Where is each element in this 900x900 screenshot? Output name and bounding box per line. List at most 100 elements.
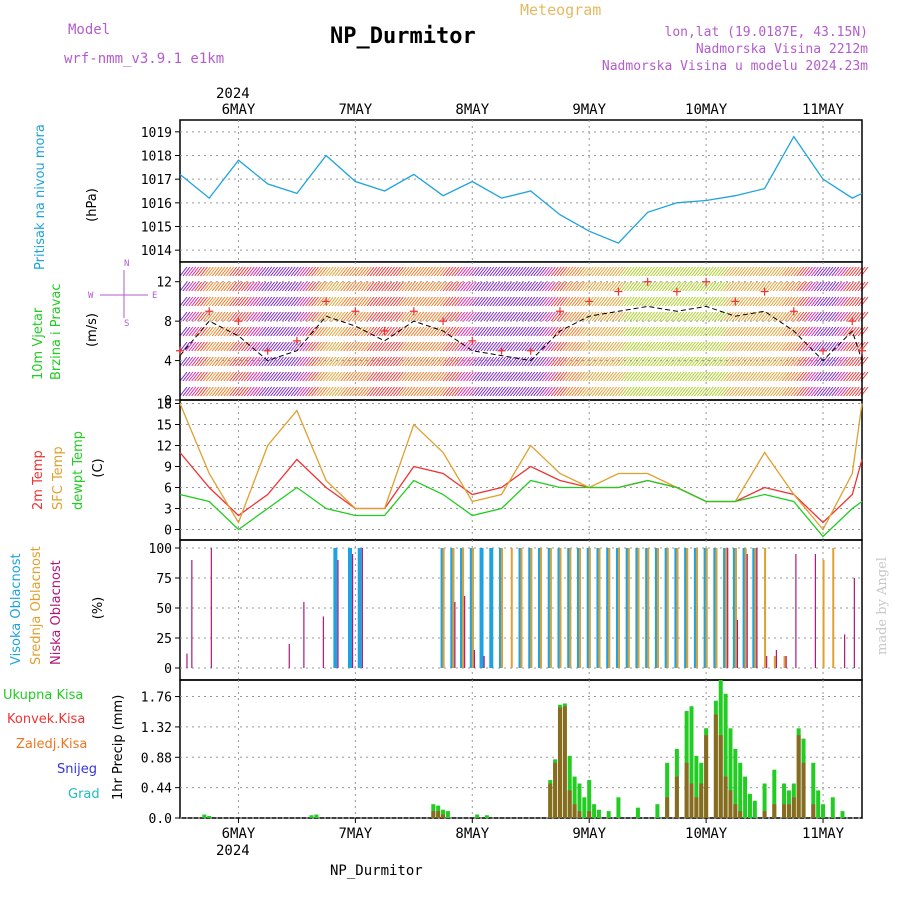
wind-barb bbox=[591, 311, 600, 322]
wind-barb bbox=[787, 281, 796, 292]
wind-barb bbox=[542, 311, 550, 322]
wind-barb bbox=[714, 281, 723, 292]
wind-barb bbox=[767, 281, 775, 292]
wind-barb bbox=[302, 296, 311, 307]
wind-barb bbox=[468, 281, 477, 292]
wind-barb bbox=[743, 311, 752, 322]
wind-barb bbox=[808, 341, 816, 352]
wind-barb bbox=[235, 356, 243, 367]
wind-barb bbox=[252, 311, 261, 322]
wind-barb bbox=[486, 371, 495, 382]
wind-barb bbox=[238, 356, 246, 367]
wind-barb bbox=[501, 386, 509, 397]
wind-barb bbox=[764, 371, 772, 382]
wind-barb bbox=[515, 341, 524, 352]
temp-ytick-label: 18 bbox=[156, 398, 172, 413]
wind-barb bbox=[296, 266, 305, 277]
wind-barb bbox=[316, 296, 325, 307]
wind-barb bbox=[337, 281, 346, 292]
wind-barb bbox=[454, 296, 463, 307]
wind-barb bbox=[281, 281, 290, 292]
wind-barb bbox=[232, 281, 241, 292]
wind-barb bbox=[562, 281, 571, 292]
precip-bar-convective bbox=[713, 714, 718, 818]
wind-barb bbox=[220, 281, 229, 292]
cloud-ytick-label: 50 bbox=[156, 602, 172, 617]
wind-barb bbox=[284, 296, 293, 307]
wind-barb bbox=[761, 281, 770, 292]
wind-barb bbox=[238, 296, 246, 307]
wind-barb bbox=[258, 296, 267, 307]
wind-barb bbox=[436, 386, 445, 397]
wind-barb bbox=[813, 341, 822, 352]
wind-barb bbox=[208, 371, 217, 382]
wind-barb bbox=[694, 341, 702, 352]
wind-barb bbox=[591, 371, 600, 382]
wind-barb bbox=[696, 341, 705, 352]
wind-barb bbox=[474, 326, 483, 337]
wind-barb bbox=[746, 326, 755, 337]
wind-barb bbox=[778, 266, 787, 277]
wind-barb bbox=[205, 266, 214, 277]
wind-barb bbox=[644, 296, 653, 307]
wind-barb bbox=[185, 356, 194, 367]
wind-barb bbox=[591, 296, 600, 307]
wind-barb bbox=[705, 296, 714, 307]
wind-barb bbox=[220, 296, 229, 307]
wind-barb bbox=[726, 356, 734, 367]
wind-barb bbox=[638, 266, 647, 277]
wind-barb bbox=[720, 281, 729, 292]
cloud-bar-low bbox=[785, 656, 787, 668]
wind-barb bbox=[460, 326, 468, 337]
wind-barb bbox=[641, 341, 650, 352]
wind-barb bbox=[685, 326, 694, 337]
wind-barb bbox=[629, 311, 638, 322]
wind-barb bbox=[261, 371, 270, 382]
cloud-bar-mid bbox=[617, 548, 620, 668]
wind-barb bbox=[293, 311, 302, 322]
wind-barb bbox=[357, 281, 366, 292]
wind-barb bbox=[749, 326, 758, 337]
wind-barb bbox=[708, 386, 717, 397]
wind-barb bbox=[620, 266, 629, 277]
wind-barb bbox=[340, 296, 349, 307]
wind-barb bbox=[819, 311, 828, 322]
wind-barb bbox=[702, 371, 711, 382]
wind-barb bbox=[851, 341, 860, 352]
wind-barb bbox=[834, 281, 843, 292]
bottom-year-label: 2024 bbox=[216, 843, 250, 859]
wind-barb bbox=[255, 266, 264, 277]
pressure-line bbox=[179, 135, 863, 244]
wind-barb bbox=[471, 266, 480, 277]
wind-barb bbox=[822, 281, 831, 292]
wind-barb bbox=[384, 371, 392, 382]
wind-barb bbox=[492, 386, 501, 397]
wind-barb bbox=[588, 386, 597, 397]
wind-barb bbox=[615, 266, 623, 277]
wind-barb bbox=[276, 311, 284, 322]
wind-barb bbox=[454, 356, 463, 367]
wind-barb bbox=[542, 386, 550, 397]
wind-barb bbox=[363, 296, 372, 307]
wind-barb bbox=[550, 371, 559, 382]
coords-label: lon,lat (19.0187E, 43.15N) bbox=[665, 25, 869, 40]
wind-barb bbox=[191, 341, 200, 352]
wind-barb bbox=[848, 311, 857, 322]
wind-barb bbox=[501, 311, 509, 322]
wind-barb bbox=[729, 266, 737, 277]
wind-barb bbox=[840, 371, 848, 382]
wind-barb bbox=[521, 296, 530, 307]
wind-barb bbox=[314, 341, 322, 352]
wind-barb bbox=[846, 356, 854, 367]
wind-barb bbox=[547, 356, 556, 367]
wind-barb bbox=[512, 386, 521, 397]
wind-barb bbox=[772, 296, 781, 307]
wind-barb bbox=[287, 281, 296, 292]
wind-barb bbox=[422, 266, 430, 277]
wind-barb bbox=[667, 296, 676, 307]
wind-barb bbox=[696, 296, 705, 307]
wind-barb bbox=[354, 281, 363, 292]
wind-barb bbox=[749, 341, 758, 352]
wind-barb bbox=[267, 266, 276, 277]
